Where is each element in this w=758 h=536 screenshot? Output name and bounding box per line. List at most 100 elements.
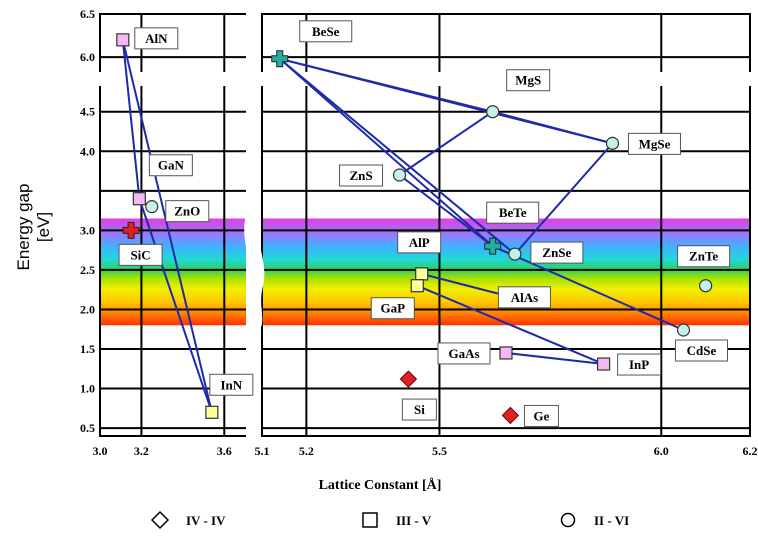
point-gap bbox=[410, 279, 424, 293]
x-axis-break-wave bbox=[244, 214, 265, 330]
label-inp: InP bbox=[617, 353, 662, 376]
label-box bbox=[209, 373, 254, 396]
label-box bbox=[530, 241, 584, 264]
legend-diamond-icon bbox=[150, 510, 170, 530]
label-text: CdSe bbox=[687, 343, 717, 358]
label-text: MgS bbox=[515, 73, 541, 88]
label-zno: ZnO bbox=[165, 200, 210, 223]
point-alp bbox=[415, 267, 429, 281]
label-text: GaP bbox=[380, 301, 405, 316]
connection-line-gaas-inp bbox=[505, 351, 604, 366]
label-text: ZnO bbox=[174, 204, 200, 219]
connection-line-bese-mgse bbox=[279, 57, 613, 145]
point-sic bbox=[122, 221, 140, 239]
label-bete: BeTe bbox=[486, 201, 540, 224]
label-box bbox=[486, 201, 540, 224]
y-tick-label: 0.5 bbox=[80, 421, 95, 435]
legend-item-diamond: IV - IV bbox=[150, 510, 226, 530]
plot-frame bbox=[99, 13, 751, 437]
label-text: GaN bbox=[158, 158, 185, 173]
point-bete bbox=[484, 237, 502, 255]
label-box bbox=[674, 339, 728, 362]
point-mgse bbox=[605, 136, 620, 150]
legend-label: II - VI bbox=[594, 513, 629, 528]
label-box bbox=[506, 69, 551, 92]
y-tick-label: 1.5 bbox=[80, 342, 95, 356]
x-tick-label: 5.2 bbox=[299, 444, 314, 458]
point-zns bbox=[392, 168, 407, 182]
label-text: InP bbox=[629, 357, 649, 372]
y-axis-break bbox=[98, 72, 752, 86]
label-bese: BeSe bbox=[299, 20, 353, 43]
label-box bbox=[148, 154, 193, 177]
label-inn: InN bbox=[209, 373, 254, 396]
label-alp: AlP bbox=[397, 231, 442, 254]
label-text: AlAs bbox=[511, 290, 538, 305]
point-inn bbox=[205, 405, 219, 419]
label-text: AlN bbox=[145, 31, 168, 46]
y-tick-label: 6.5 bbox=[80, 7, 95, 21]
label-text: InN bbox=[221, 377, 243, 392]
y-tick-label: 4.0 bbox=[80, 144, 95, 158]
label-box bbox=[497, 286, 551, 309]
x-tick-label: 3.2 bbox=[134, 444, 149, 458]
x-tick-label: 3.0 bbox=[93, 444, 108, 458]
y-tick-label: 2.0 bbox=[80, 302, 95, 316]
point-gan bbox=[132, 192, 146, 206]
connection-line-mgse-znse bbox=[514, 142, 614, 255]
legend-item-square: III - V bbox=[362, 512, 432, 528]
label-alas: AlAs bbox=[497, 286, 551, 309]
label-aln: AlN bbox=[134, 27, 179, 50]
connection-line-aln-gan bbox=[121, 39, 141, 199]
label-box bbox=[627, 132, 681, 155]
point-znse bbox=[508, 247, 522, 261]
label-text: Ge bbox=[533, 408, 549, 423]
connection-line-gan-inn bbox=[138, 198, 213, 413]
label-text: MgSe bbox=[639, 136, 671, 151]
connection-line-zns-mgs bbox=[398, 110, 494, 176]
label-box bbox=[677, 245, 731, 268]
legend-label: IV - IV bbox=[186, 513, 226, 528]
connection-line-zns-bete bbox=[398, 174, 494, 247]
label-box bbox=[523, 404, 559, 427]
label-text: ZnS bbox=[349, 168, 372, 183]
label-box bbox=[134, 27, 179, 50]
connection-line-gap-inp bbox=[416, 284, 604, 365]
x-tick-label: 3.6 bbox=[217, 444, 232, 458]
label-text: Si bbox=[414, 402, 425, 417]
label-box bbox=[165, 200, 210, 223]
y-tick-label: 4.5 bbox=[80, 105, 95, 119]
label-box bbox=[370, 297, 415, 320]
legend-item-circle: II - VI bbox=[560, 512, 629, 528]
label-gap: GaP bbox=[370, 297, 415, 320]
label-box bbox=[437, 342, 491, 365]
y-axis-label: Energy gap [eV] bbox=[14, 183, 53, 271]
label-box bbox=[299, 20, 353, 43]
label-cdse: CdSe bbox=[674, 339, 728, 362]
x-tick-label: 5.5 bbox=[432, 444, 447, 458]
legend-square-icon bbox=[362, 512, 378, 528]
x-tick-label: 5.1 bbox=[255, 444, 270, 458]
point-bese bbox=[271, 50, 289, 68]
point-cdse bbox=[676, 323, 691, 337]
label-mgs: MgS bbox=[506, 69, 551, 92]
label-box bbox=[118, 243, 163, 266]
connection-line-bete-cdse bbox=[492, 245, 684, 331]
x-tick-label: 6.2 bbox=[743, 444, 758, 458]
x-tick-label: 6.0 bbox=[654, 444, 669, 458]
label-text: AlP bbox=[409, 235, 430, 250]
legend-circle-icon bbox=[560, 512, 576, 528]
label-box bbox=[339, 164, 384, 187]
y-tick-label: 1.0 bbox=[80, 382, 95, 396]
label-box bbox=[397, 231, 442, 254]
y-tick-label: 2.5 bbox=[80, 263, 95, 277]
label-gan: GaN bbox=[148, 154, 193, 177]
label-mgse: MgSe bbox=[627, 132, 681, 155]
point-aln bbox=[116, 33, 130, 47]
point-ge bbox=[501, 406, 520, 425]
label-ge: Ge bbox=[523, 404, 559, 427]
label-zns: ZnS bbox=[339, 164, 384, 187]
label-znse: ZnSe bbox=[530, 241, 584, 264]
label-gaas: GaAs bbox=[437, 342, 491, 365]
